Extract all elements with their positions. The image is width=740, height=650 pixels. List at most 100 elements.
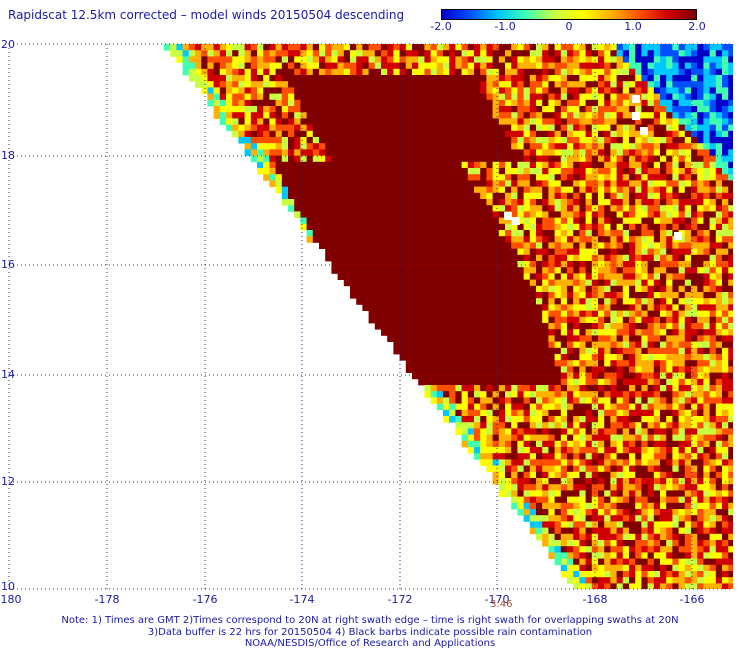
wind-cell	[647, 502, 655, 510]
wind-cell	[666, 397, 673, 404]
wind-cell	[443, 416, 450, 423]
wind-cell	[697, 490, 704, 497]
wind-cell	[511, 267, 518, 274]
wind-cell	[560, 341, 568, 349]
wind-cell	[560, 447, 568, 454]
wind-cell	[622, 378, 630, 386]
wind-cell	[312, 75, 320, 82]
wind-cell	[660, 397, 667, 404]
wind-cell	[498, 428, 506, 435]
wind-cell	[722, 199, 729, 206]
wind-cell	[684, 502, 692, 510]
wind-cell	[560, 471, 568, 479]
wind-cell	[722, 465, 729, 473]
wind-cell	[542, 124, 549, 132]
wind-cell	[350, 137, 357, 144]
wind-cell	[684, 527, 692, 535]
wind-cell	[672, 68, 679, 76]
wind-cell	[560, 354, 568, 361]
wind-cell	[722, 230, 729, 237]
wind-cell	[498, 223, 506, 231]
wind-cell	[666, 502, 673, 510]
wind-cell	[498, 354, 506, 361]
wind-cell	[337, 50, 345, 57]
wind-cell	[548, 106, 555, 113]
wind-cell	[635, 149, 642, 156]
wind-cell	[678, 261, 686, 268]
wind-cell	[604, 99, 611, 107]
wind-cell	[511, 335, 518, 342]
wind-cell	[660, 192, 667, 200]
wind-cell	[498, 304, 506, 311]
wind-cell	[604, 192, 611, 200]
wind-cell	[337, 205, 345, 212]
wind-cell	[492, 124, 500, 132]
wind-cell	[666, 137, 673, 144]
wind-cell	[356, 44, 363, 51]
wind-cell	[393, 236, 400, 243]
wind-cell	[362, 68, 369, 76]
wind-cell	[554, 292, 562, 299]
wind-cell	[244, 87, 252, 94]
wind-cell	[567, 453, 574, 460]
wind-cell	[591, 447, 599, 454]
wind-cell	[523, 409, 531, 417]
wind-cell	[703, 99, 710, 107]
wind-cell	[306, 161, 314, 169]
wind-cell	[598, 217, 605, 225]
wind-cell	[443, 298, 450, 305]
wind-cell	[443, 248, 450, 256]
wind-cell	[362, 50, 369, 57]
wind-cell	[560, 347, 568, 355]
wind-cell	[548, 292, 555, 299]
wind-cell	[269, 155, 276, 163]
wind-cell	[610, 205, 617, 212]
wind-cell	[536, 316, 543, 324]
wind-cell	[529, 106, 537, 113]
wind-cell	[691, 440, 698, 448]
wind-cell	[529, 471, 537, 479]
wind-cell	[715, 112, 723, 119]
wind-cell	[325, 223, 332, 231]
wind-cell	[691, 155, 698, 163]
wind-cell	[232, 106, 239, 113]
wind-cell	[443, 93, 450, 101]
wind-cell	[641, 56, 648, 63]
wind-cell	[436, 267, 444, 274]
wind-cell	[368, 242, 376, 249]
wind-cell	[306, 236, 314, 243]
wind-cell	[709, 347, 717, 355]
wind-cell	[337, 261, 345, 268]
wind-cell	[381, 298, 388, 305]
wind-cell	[443, 366, 450, 373]
wind-cell	[672, 298, 679, 305]
wind-cell	[672, 440, 679, 448]
wind-cell	[275, 180, 283, 187]
wind-cell	[548, 310, 555, 318]
wind-cell	[647, 230, 655, 237]
wind-cell	[598, 428, 605, 435]
wind-cell	[393, 93, 400, 101]
wind-cell	[542, 261, 549, 268]
wind-cell	[622, 347, 630, 355]
wind-cell	[672, 465, 679, 473]
wind-cell	[591, 248, 599, 256]
wind-cell	[548, 137, 555, 144]
wind-cell	[523, 137, 531, 144]
wind-cell	[598, 279, 605, 287]
wind-cell	[492, 465, 500, 473]
wind-cell	[461, 211, 469, 218]
wind-cell	[591, 230, 599, 237]
wind-cell	[697, 403, 704, 411]
wind-cell	[542, 428, 549, 435]
wind-cell	[684, 223, 692, 231]
wind-cell	[691, 434, 698, 442]
wind-cell	[486, 230, 493, 237]
wind-cell	[610, 56, 617, 63]
wind-cell	[498, 81, 506, 88]
wind-cell	[467, 285, 475, 293]
wind-cell	[319, 62, 326, 70]
wind-cell	[616, 329, 624, 336]
wind-cell	[430, 75, 438, 82]
wind-cell	[697, 248, 704, 256]
